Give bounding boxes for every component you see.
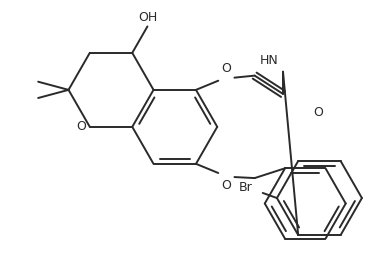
Text: OH: OH [138, 11, 157, 24]
Text: HN: HN [260, 54, 279, 67]
Text: O: O [313, 106, 323, 119]
Text: O: O [221, 179, 231, 192]
Text: O: O [76, 120, 86, 133]
Text: O: O [221, 61, 231, 75]
Text: Br: Br [239, 181, 253, 194]
